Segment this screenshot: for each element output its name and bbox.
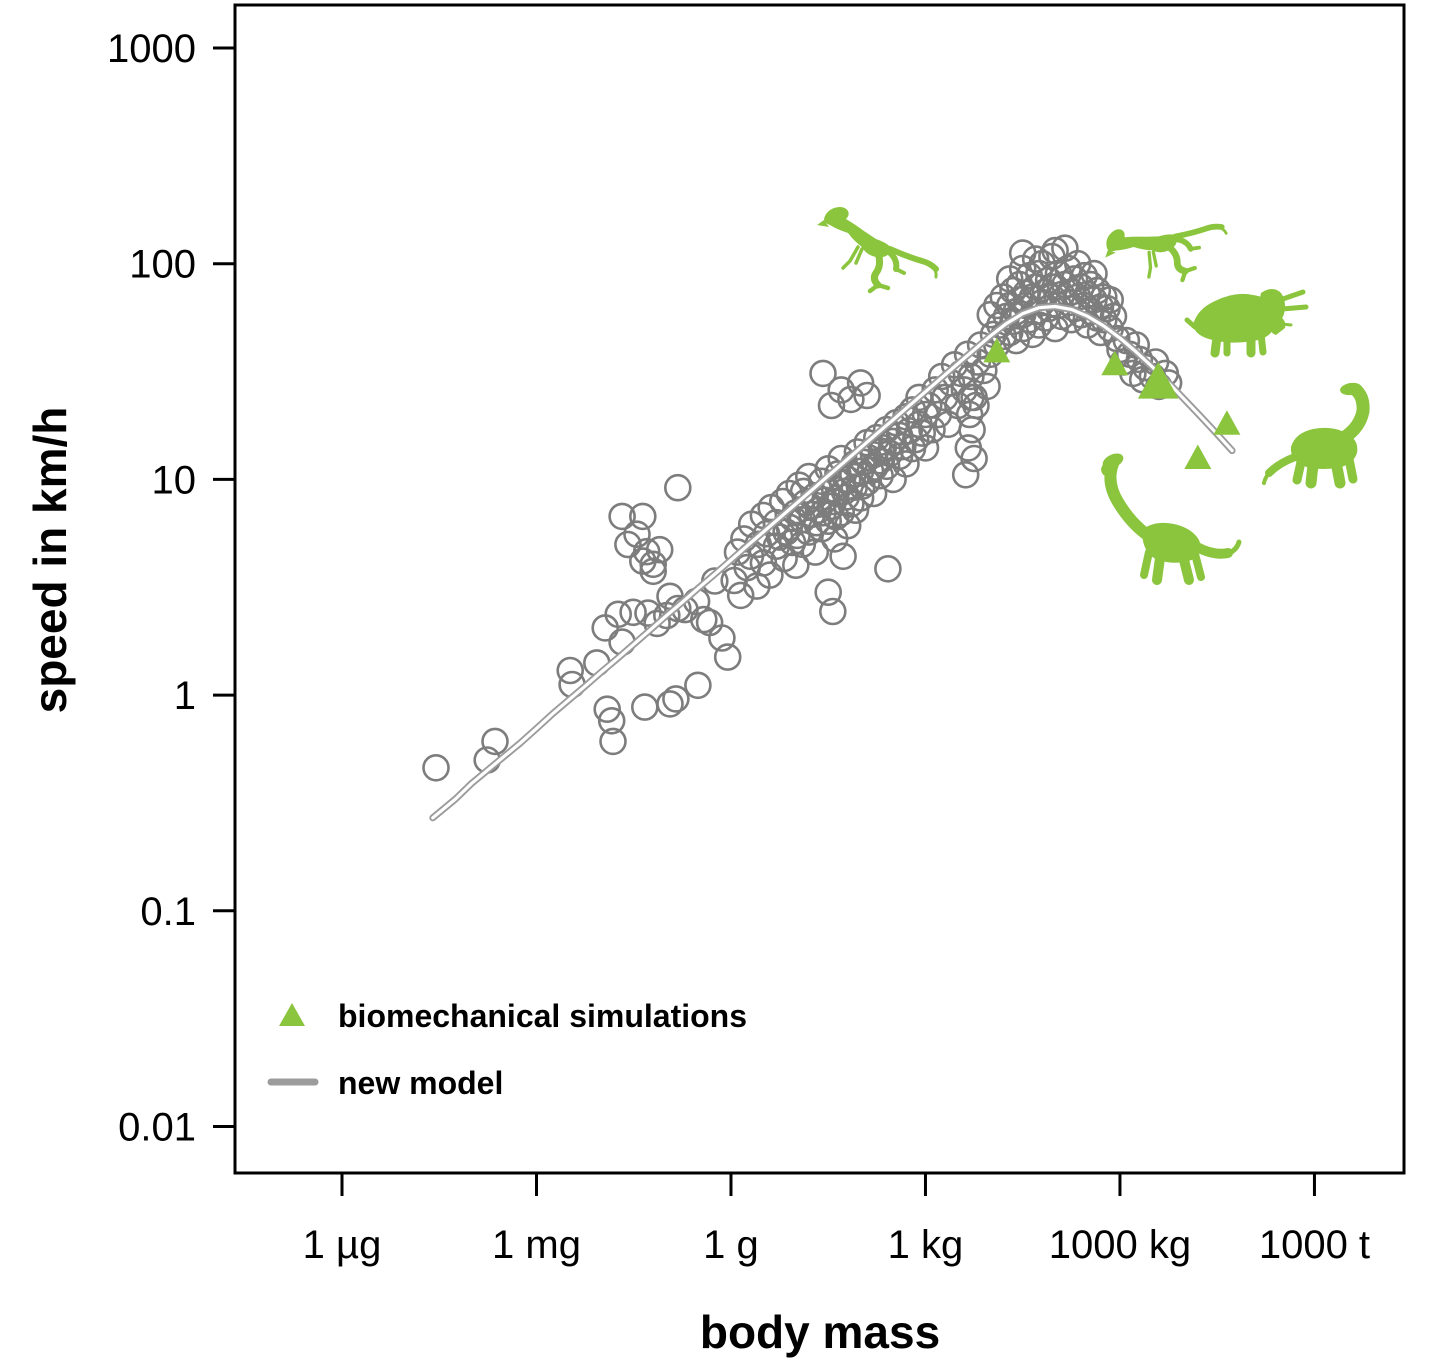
- triceratops-icon: [1184, 289, 1309, 358]
- simulation-triangles: [983, 337, 1241, 469]
- legend: biomechanical simulations new model: [267, 998, 747, 1101]
- animal-speed-point: [960, 444, 988, 473]
- x-tick-label: 1000 kg: [1049, 1223, 1191, 1267]
- animal-speed-point: [632, 537, 661, 566]
- animal-speed-point: [833, 511, 862, 540]
- animal-speed-point: [846, 369, 875, 397]
- animal-speed-point: [818, 597, 847, 626]
- y-axis-title: speed in km/h: [24, 407, 76, 714]
- animal-speed-point: [713, 643, 742, 671]
- animal-speed-point: [859, 479, 888, 508]
- animal-speed-point: [481, 727, 509, 756]
- animal-speed-point: [827, 498, 856, 527]
- animal-speed-point: [1021, 245, 1050, 273]
- animal-speed-point: [591, 614, 620, 642]
- x-tick-label: 1 kg: [888, 1223, 964, 1267]
- animal-speed-point: [630, 693, 659, 721]
- simulation-triangle-point: [1213, 410, 1241, 435]
- animal-speed-point: [1041, 236, 1069, 265]
- animal-speed-point: [663, 473, 692, 502]
- plot-area: 1000 100 10 1 0.1 0.01 1 µg 1 mg 1 g 1 kg 1000 kg 1…: [107, 3, 1406, 1267]
- animal-speed-point: [951, 460, 980, 489]
- legend-label-model: new model: [338, 1065, 503, 1101]
- simulation-triangle-point: [1184, 444, 1212, 469]
- animal-speed-point: [708, 624, 736, 652]
- scatter-points: [422, 234, 1183, 782]
- animal-speed-point: [556, 656, 585, 685]
- animal-speed-point: [639, 557, 668, 586]
- animal-speed-point: [634, 599, 662, 627]
- animal-speed-point: [814, 578, 843, 607]
- legend-triangle-marker: [279, 1003, 305, 1026]
- animal-speed-point: [689, 605, 718, 634]
- x-axis-title: body mass: [700, 1306, 940, 1358]
- animal-speed-point: [604, 600, 633, 629]
- animal-speed-point: [829, 542, 857, 571]
- animal-speed-point: [958, 415, 986, 444]
- animal-speed-point: [1096, 285, 1124, 314]
- animal-speed-point: [756, 561, 784, 589]
- animal-speed-point: [639, 550, 668, 579]
- animal-speed-point: [918, 415, 946, 444]
- animal-speed-point: [614, 530, 642, 559]
- animal-speed-point: [962, 391, 990, 420]
- simulation-triangle-point: [1137, 361, 1179, 399]
- animal-speed-point: [1080, 259, 1108, 288]
- animal-speed-point: [955, 400, 984, 429]
- animal-speed-point: [619, 598, 647, 627]
- animal-speed-point: [662, 685, 690, 713]
- animal-speed-point: [853, 381, 881, 410]
- animal-speed-point: [656, 690, 684, 718]
- animal-speed-point: [781, 551, 810, 580]
- x-tick-label: 1 µg: [303, 1223, 382, 1267]
- animal-speed-point: [817, 391, 846, 420]
- animal-speed-point: [827, 376, 856, 404]
- y-tick-label: 10: [152, 458, 197, 502]
- animal-speed-point: [892, 450, 920, 478]
- y-tick-label: 1000: [107, 27, 196, 71]
- y-tick-label: 0.01: [118, 1106, 196, 1150]
- animal-speed-point: [969, 356, 998, 385]
- animal-speed-point: [874, 554, 902, 583]
- animal-speed-point: [901, 425, 930, 454]
- animal-speed-point: [837, 385, 865, 414]
- animal-speed-point: [422, 753, 450, 782]
- animal-speed-point: [628, 502, 657, 531]
- theropod-running-icon: [817, 207, 939, 294]
- y-tick-label: 1: [174, 674, 196, 718]
- animal-speed-point: [684, 671, 712, 700]
- legend-label-simulations: biomechanical simulations: [338, 998, 747, 1034]
- animal-speed-point: [726, 581, 755, 610]
- simulation-triangle-point: [983, 337, 1011, 363]
- sauropod-icon: [1101, 453, 1242, 585]
- animal-speed-point: [623, 520, 651, 549]
- y-tick-label: 100: [129, 243, 196, 287]
- sauropod-large-icon: [1262, 382, 1370, 489]
- animal-speed-point: [957, 383, 985, 412]
- animal-speed-point: [809, 359, 837, 388]
- animal-speed-point: [888, 432, 917, 461]
- model-curve-core: [431, 304, 1234, 820]
- y-tick-label: 0.1: [140, 890, 196, 934]
- theropod-leaping-icon: [1105, 223, 1228, 283]
- animal-speed-point: [608, 502, 636, 531]
- animal-speed-point: [643, 609, 671, 638]
- animal-speed-point: [957, 362, 985, 391]
- plot-frame: [233, 3, 1406, 1175]
- animal-speed-point: [597, 706, 626, 735]
- animal-speed-point: [645, 535, 674, 564]
- x-tick-label: 1 g: [703, 1223, 759, 1267]
- animal-speed-point: [846, 484, 875, 512]
- animal-speed-point: [593, 695, 622, 724]
- simulation-triangle-point: [1101, 350, 1129, 376]
- animal-speed-point: [911, 434, 940, 462]
- animal-speed-point: [599, 727, 627, 756]
- x-tick-label: 1 mg: [492, 1223, 581, 1267]
- x-tick-label: 1000 t: [1259, 1223, 1370, 1267]
